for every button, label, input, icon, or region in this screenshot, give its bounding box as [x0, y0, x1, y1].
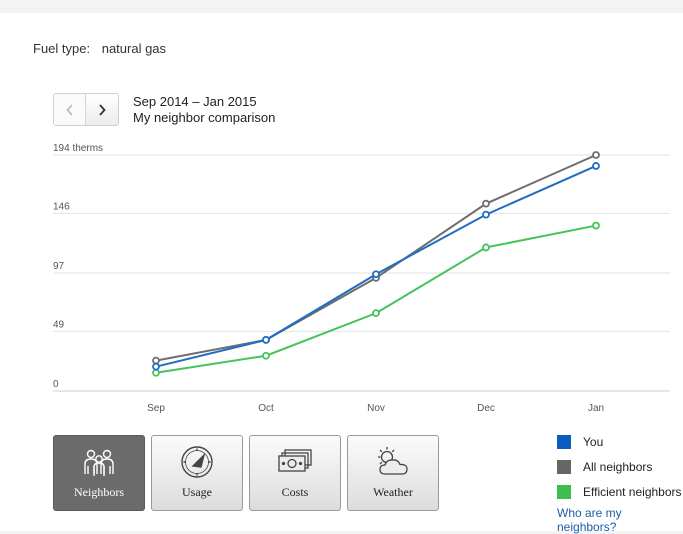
chevron-left-icon — [65, 103, 73, 116]
legend-swatch-efficient-neighbors — [557, 485, 571, 499]
fuel-type: Fuel type: natural gas — [33, 41, 166, 56]
y-tick-label: 0 — [53, 379, 59, 390]
tab-neighbors[interactable]: Neighbors — [53, 435, 145, 511]
legend-item-you: You — [557, 435, 683, 449]
tab-weather-label: Weather — [373, 485, 413, 499]
data-point-all-neighbors — [482, 199, 490, 208]
people-icon — [84, 449, 114, 476]
period-range: Sep 2014 – Jan 2015 — [133, 94, 257, 109]
legend-swatch-all-neighbors — [557, 460, 571, 474]
y-axis: 0 49 97 146 194 therms — [53, 143, 103, 390]
data-point-you — [592, 162, 600, 170]
tab-usage-label: Usage — [182, 485, 212, 499]
chart-grid — [53, 154, 670, 392]
tab-neighbors-label: Neighbors — [74, 485, 124, 499]
data-point-efficient-neighbors — [372, 309, 380, 318]
legend-label-you: You — [583, 435, 604, 449]
data-point-you — [482, 210, 490, 219]
tab-costs-label: Costs — [281, 485, 309, 499]
legend-item-all-neighbors: All neighbors — [557, 460, 683, 474]
period-navigation — [53, 93, 119, 126]
x-tick-label: Dec — [477, 403, 495, 414]
y-tick-label: 146 — [53, 201, 70, 212]
data-point-you — [152, 362, 160, 371]
gauge-icon — [181, 446, 213, 478]
y-tick-label: 194 therms — [53, 143, 103, 154]
who-are-my-neighbors-link[interactable]: Who are my neighbors? — [557, 506, 622, 534]
x-tick-label: Sep — [147, 403, 165, 414]
data-point-you — [262, 336, 270, 344]
data-point-all-neighbors — [152, 356, 160, 365]
fuel-type-label: Fuel type: — [33, 41, 91, 56]
legend-swatch-you — [557, 435, 571, 449]
series-line-all-neighbors — [155, 154, 597, 362]
money-icon — [278, 449, 312, 472]
y-tick-label: 97 — [53, 261, 65, 272]
data-point-you — [372, 270, 380, 279]
legend-item-efficient-neighbors: Efficient neighbors — [557, 485, 683, 499]
x-axis: Sep Oct Nov Dec Jan — [147, 403, 604, 414]
chart-legend: You All neighbors Efficient neighbors Wh… — [557, 435, 683, 534]
x-tick-label: Nov — [367, 403, 385, 414]
data-point-efficient-neighbors — [152, 368, 160, 377]
data-point-efficient-neighbors — [482, 243, 490, 252]
chevron-right-icon — [99, 103, 106, 116]
fuel-type-value: natural gas — [101, 41, 167, 56]
tab-weather[interactable]: Weather — [347, 435, 439, 511]
next-period-button[interactable] — [86, 94, 118, 125]
x-tick-label: Oct — [258, 403, 274, 414]
neighbor-comparison-chart: 0 49 97 146 194 therms Sep Oct Nov Dec Jan — [53, 143, 670, 414]
y-tick-label: 49 — [53, 319, 65, 330]
tab-usage[interactable]: Usage — [151, 435, 243, 511]
weather-icon — [378, 447, 408, 475]
data-point-efficient-neighbors — [262, 351, 270, 360]
x-tick-label: Jan — [588, 403, 604, 414]
view-tabs: Neighbors Usage Costs — [53, 435, 439, 511]
chart-series — [152, 151, 600, 377]
data-point-efficient-neighbors — [592, 221, 600, 230]
legend-label-efficient-neighbors: Efficient neighbors — [583, 485, 682, 499]
legend-label-all-neighbors: All neighbors — [583, 460, 653, 474]
tab-costs[interactable]: Costs — [249, 435, 341, 511]
period-heading: Sep 2014 – Jan 2015 My neighbor comparis… — [133, 94, 275, 126]
previous-period-button[interactable] — [54, 94, 86, 125]
data-point-all-neighbors — [592, 151, 600, 159]
period-subtitle: My neighbor comparison — [133, 110, 276, 125]
series-line-you — [155, 165, 597, 368]
